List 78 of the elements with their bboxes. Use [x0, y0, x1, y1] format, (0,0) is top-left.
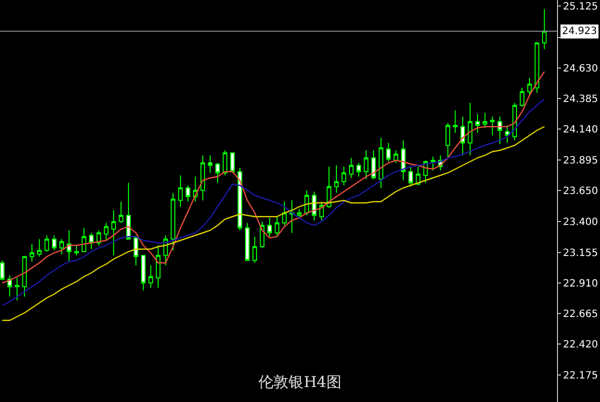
candlestick [460, 116, 465, 156]
candlestick [504, 124, 510, 144]
candlestick [326, 166, 332, 208]
candlestick [534, 42, 540, 94]
candlestick [126, 182, 131, 240]
candlestick [400, 140, 406, 181]
candlestick [186, 184, 190, 202]
y-tick-label: 23.155 [563, 248, 598, 259]
y-tick-label: 24.385 [563, 94, 598, 105]
candlestick [111, 210, 116, 256]
y-tick-label: 23.650 [563, 186, 598, 197]
candlestick [89, 232, 94, 250]
candlestick [22, 256, 27, 298]
candlestick [394, 150, 398, 164]
text: 伦敦银H4图 [258, 373, 342, 392]
candlestick [14, 277, 20, 301]
candlestick [527, 77, 532, 96]
candlestick [44, 234, 50, 252]
candlestick [475, 114, 480, 134]
candlestick [66, 230, 72, 262]
candlestick [244, 222, 250, 261]
candlestick [148, 264, 154, 288]
candlestick [520, 87, 524, 108]
candlestick [408, 166, 414, 188]
y-tick-label: 24.630 [563, 63, 598, 74]
candlestick [371, 150, 376, 180]
candlestick [364, 150, 368, 180]
candlestick [0, 260, 5, 281]
y-tick-label: 24.140 [563, 124, 598, 136]
y-tick-label: 23.400 [563, 217, 598, 228]
candlestick [104, 222, 109, 241]
candlestick [118, 201, 124, 224]
candlestick [490, 116, 495, 136]
candlestick [208, 154, 212, 174]
candlestick [452, 110, 458, 134]
line-series [2, 98, 545, 306]
candlestick [59, 238, 64, 255]
line-series [2, 126, 545, 321]
candlestick [542, 8, 547, 50]
candlestick [82, 227, 86, 252]
candlestick [498, 116, 502, 145]
ref-line-label: 24.923 [562, 26, 597, 37]
y-tick-label: 22.665 [563, 309, 598, 320]
candlestick [134, 234, 138, 266]
candlestick [282, 201, 287, 226]
candlestick [215, 162, 220, 184]
candlestick [378, 137, 384, 188]
candlestick [267, 217, 272, 238]
candlestick [222, 150, 228, 176]
candlestick [356, 162, 362, 178]
candlestick [290, 200, 294, 234]
y-tick-label: 22.910 [563, 278, 598, 290]
candlestick [141, 254, 146, 291]
candlestick [178, 174, 183, 208]
candlestick [230, 152, 235, 172]
candlestick [52, 234, 57, 251]
candlestick [170, 192, 176, 251]
y-tick-label: 22.420 [563, 340, 598, 351]
candlestick [348, 157, 354, 178]
candlestick [430, 156, 436, 171]
y-tick-label: 25.125 [563, 2, 598, 12]
candlestick [386, 142, 391, 162]
candlestick [74, 244, 79, 256]
candlestick [30, 244, 34, 262]
candlestick [468, 102, 472, 156]
candlestick [200, 154, 206, 201]
candlestick [156, 244, 161, 288]
candlestick [342, 166, 346, 186]
candlestick [252, 236, 258, 264]
line-series [2, 71, 545, 284]
candlestick [37, 238, 42, 258]
candlestick [296, 208, 302, 218]
candlestick [446, 122, 450, 158]
y-tick-label: 22.175 [563, 370, 598, 382]
candlestick [274, 216, 280, 236]
candlestick [334, 164, 339, 194]
candlestick [482, 112, 488, 128]
y-tick-label: 23.895 [563, 155, 598, 166]
